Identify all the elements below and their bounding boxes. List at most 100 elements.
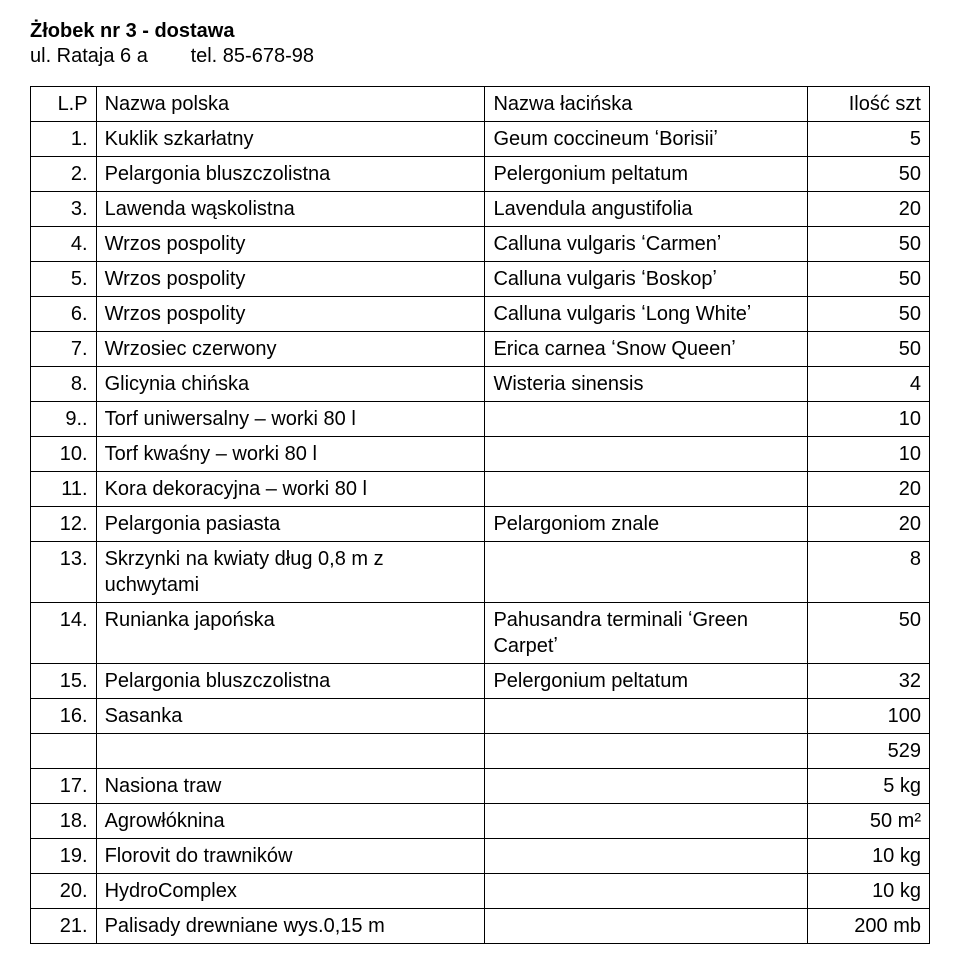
table-row: 16.Sasanka 100 [31,699,930,734]
table-row: 17.Nasiona traw5 kg [31,769,930,804]
cell-la [485,769,807,804]
cell-qty: 50 m² [807,804,929,839]
cell-pl: Florovit do trawników [96,839,485,874]
cell-lp: 2. [31,157,97,192]
cell-qty: 10 [807,402,929,437]
cell-la: Calluna vulgaris ʻCarmenʼ [485,227,807,262]
cell-lp: 7. [31,332,97,367]
cell-pl: Skrzynki na kwiaty dług 0,8 m z uchwytam… [96,542,485,603]
table-row: 8.Glicynia chińskaWisteria sinensis4 [31,367,930,402]
cell-lp: 6. [31,297,97,332]
doc-subtitle: ul. Rataja 6 a tel. 85-678-98 [30,45,930,68]
col-pl: Nazwa polska [96,87,485,122]
cell-la: Calluna vulgaris ʻBoskopʼ [485,262,807,297]
cell-la [485,874,807,909]
table-row: 1.Kuklik szkarłatnyGeum coccineum ʻBoris… [31,122,930,157]
cell-qty: 10 [807,437,929,472]
table-row: 11.Kora dekoracyjna – worki 80 l20 [31,472,930,507]
cell-lp: 12. [31,507,97,542]
cell-qty: 200 mb [807,909,929,944]
cell-la [485,402,807,437]
cell-qty: 10 kg [807,874,929,909]
cell-pl [96,734,485,769]
cell-qty: 100 [807,699,929,734]
cell-qty: 50 [807,297,929,332]
cell-pl: Wrzos pospolity [96,262,485,297]
cell-lp: 21. [31,909,97,944]
cell-la [485,472,807,507]
cell-qty: 10 kg [807,839,929,874]
cell-la [485,699,807,734]
cell-pl: Kora dekoracyjna – worki 80 l [96,472,485,507]
cell-pl: Torf kwaśny – worki 80 l [96,437,485,472]
cell-la: Pahusandra terminali ʻGreen Carpetʼ [485,603,807,664]
table-row: 10.Torf kwaśny – worki 80 l 10 [31,437,930,472]
table-row: 18.Agrowłóknina50 m² [31,804,930,839]
table-row: 7.Wrzosiec czerwonyErica carnea ʻSnow Qu… [31,332,930,367]
cell-lp: 17. [31,769,97,804]
table-row: 6.Wrzos pospolityCalluna vulgaris ʻLong … [31,297,930,332]
cell-pl: Wrzos pospolity [96,297,485,332]
cell-pl: Wrzos pospolity [96,227,485,262]
cell-lp: 4. [31,227,97,262]
cell-qty: 50 [807,157,929,192]
cell-pl: Pelargonia pasiasta [96,507,485,542]
cell-lp: 3. [31,192,97,227]
cell-pl: Lawenda wąskolistna [96,192,485,227]
cell-la: Geum coccineum ʻBorisiiʼ [485,122,807,157]
cell-pl: HydroComplex [96,874,485,909]
cell-lp: 18. [31,804,97,839]
cell-pl: Nasiona traw [96,769,485,804]
cell-pl: Torf uniwersalny – worki 80 l [96,402,485,437]
col-la: Nazwa łacińska [485,87,807,122]
table-header-row: L.P Nazwa polska Nazwa łacińska Ilość sz… [31,87,930,122]
cell-la [485,839,807,874]
table-row: 3.Lawenda wąskolistnaLavendula angustifo… [31,192,930,227]
cell-qty: 20 [807,507,929,542]
cell-pl: Palisady drewniane wys.0,15 m [96,909,485,944]
table-row: 21.Palisady drewniane wys.0,15 m 200 mb [31,909,930,944]
cell-qty: 50 [807,332,929,367]
cell-lp: 15. [31,664,97,699]
cell-la: Calluna vulgaris ʻLong Whiteʼ [485,297,807,332]
cell-lp: 13. [31,542,97,603]
cell-pl: Wrzosiec czerwony [96,332,485,367]
cell-lp: 19. [31,839,97,874]
cell-qty: 50 [807,227,929,262]
cell-qty: 20 [807,472,929,507]
phone: tel. 85-678-98 [191,45,314,67]
address: ul. Rataja 6 a [30,45,185,68]
table-row: 5.Wrzos pospolityCalluna vulgaris ʻBosko… [31,262,930,297]
cell-qty: 50 [807,262,929,297]
cell-lp: 16. [31,699,97,734]
cell-lp: 10. [31,437,97,472]
table-row: 529 [31,734,930,769]
table-row: 9..Torf uniwersalny – worki 80 l 10 [31,402,930,437]
table-row: 13.Skrzynki na kwiaty dług 0,8 m z uchwy… [31,542,930,603]
cell-qty: 529 [807,734,929,769]
cell-qty: 8 [807,542,929,603]
cell-qty: 20 [807,192,929,227]
cell-la [485,542,807,603]
col-lp: L.P [31,87,97,122]
cell-la: Pelargoniom znale [485,507,807,542]
table-row: 15.Pelargonia bluszczolistnaPelergonium … [31,664,930,699]
cell-la [485,734,807,769]
cell-lp: 8. [31,367,97,402]
table-row: 20.HydroComplex 10 kg [31,874,930,909]
cell-la [485,909,807,944]
cell-pl: Sasanka [96,699,485,734]
doc-title: Żłobek nr 3 - dostawa [30,20,930,43]
cell-qty: 4 [807,367,929,402]
cell-pl: Glicynia chińska [96,367,485,402]
cell-lp [31,734,97,769]
table-row: 12.Pelargonia pasiastaPelargoniom znale2… [31,507,930,542]
cell-pl: Kuklik szkarłatny [96,122,485,157]
table-row: 4.Wrzos pospolityCalluna vulgaris ʻCarme… [31,227,930,262]
cell-lp: 14. [31,603,97,664]
cell-pl: Pelargonia bluszczolistna [96,664,485,699]
cell-qty: 50 [807,603,929,664]
cell-lp: 1. [31,122,97,157]
cell-lp: 20. [31,874,97,909]
cell-lp: 9.. [31,402,97,437]
